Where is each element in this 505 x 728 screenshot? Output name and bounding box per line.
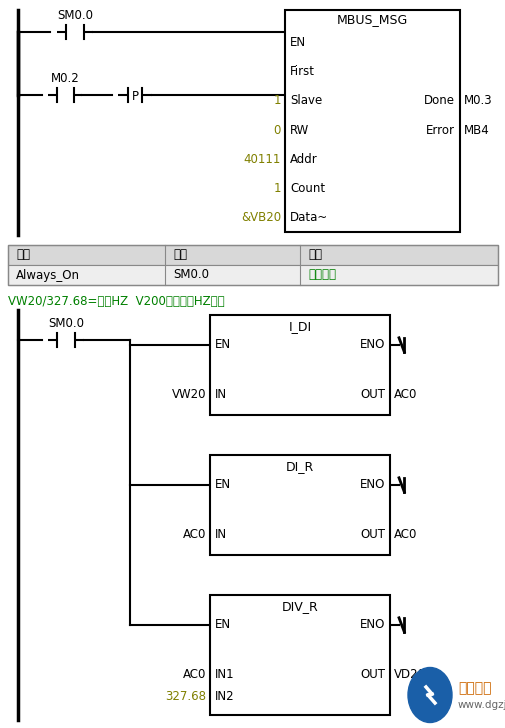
Text: SM0.0: SM0.0 xyxy=(48,317,84,330)
Text: Error: Error xyxy=(425,124,454,136)
Text: www.dgzj.com: www.dgzj.com xyxy=(457,700,505,710)
Text: Slave: Slave xyxy=(289,95,322,107)
Text: Done: Done xyxy=(423,95,454,107)
Text: M0.2: M0.2 xyxy=(50,72,79,85)
Bar xyxy=(8,245,497,265)
Text: MB4: MB4 xyxy=(463,124,489,136)
Text: P: P xyxy=(131,90,138,103)
Text: Addr: Addr xyxy=(289,153,317,166)
Text: AC0: AC0 xyxy=(393,389,417,402)
Text: First: First xyxy=(289,66,315,78)
Text: &VB20: &VB20 xyxy=(240,211,280,224)
Text: 始终接通: 始终接通 xyxy=(308,269,335,282)
Text: IN: IN xyxy=(215,529,227,542)
Text: VW20: VW20 xyxy=(171,389,206,402)
Text: 注释: 注释 xyxy=(308,248,321,261)
Text: Count: Count xyxy=(289,182,325,195)
Text: Data~: Data~ xyxy=(289,211,328,224)
Bar xyxy=(8,245,497,285)
Text: DIV_R: DIV_R xyxy=(281,601,318,614)
Text: I_DI: I_DI xyxy=(288,320,311,333)
Text: SM0.0: SM0.0 xyxy=(173,269,209,282)
Text: 0: 0 xyxy=(273,124,280,136)
Text: RW: RW xyxy=(289,124,309,136)
Text: OUT: OUT xyxy=(359,389,384,402)
Bar xyxy=(210,455,389,555)
Text: 327.68: 327.68 xyxy=(165,690,206,703)
Text: OUT: OUT xyxy=(359,529,384,542)
Text: VW20/327.68=多少HZ  V200实际反馈HZ实数: VW20/327.68=多少HZ V200实际反馈HZ实数 xyxy=(8,295,224,308)
Bar xyxy=(284,10,459,232)
Text: M0.3: M0.3 xyxy=(463,95,492,107)
Text: 1: 1 xyxy=(273,95,280,107)
Text: 符号: 符号 xyxy=(16,248,30,261)
Text: 电工之家: 电工之家 xyxy=(457,681,490,695)
Text: OUT: OUT xyxy=(359,668,384,681)
Text: AC0: AC0 xyxy=(182,529,206,542)
Text: ENO: ENO xyxy=(359,339,384,352)
Text: MBUS_MSG: MBUS_MSG xyxy=(336,14,408,26)
Bar xyxy=(210,595,389,715)
Bar xyxy=(8,265,497,285)
Text: AC0: AC0 xyxy=(182,668,206,681)
Text: EN: EN xyxy=(215,478,231,491)
Text: IN2: IN2 xyxy=(215,690,234,703)
Text: ENO: ENO xyxy=(359,619,384,631)
Text: ENO: ENO xyxy=(359,478,384,491)
Text: IN1: IN1 xyxy=(215,668,234,681)
Text: EN: EN xyxy=(215,339,231,352)
Ellipse shape xyxy=(407,668,451,722)
Text: EN: EN xyxy=(215,619,231,631)
Bar xyxy=(210,315,389,415)
Text: SM0.0: SM0.0 xyxy=(57,9,93,22)
Text: DI_R: DI_R xyxy=(285,461,314,473)
Text: EN: EN xyxy=(289,36,306,49)
Text: 40111: 40111 xyxy=(243,153,280,166)
Text: AC0: AC0 xyxy=(393,529,417,542)
Text: 1: 1 xyxy=(273,182,280,195)
Text: VD200: VD200 xyxy=(393,668,432,681)
Text: 地址: 地址 xyxy=(173,248,187,261)
Text: Always_On: Always_On xyxy=(16,269,80,282)
Text: IN: IN xyxy=(215,389,227,402)
